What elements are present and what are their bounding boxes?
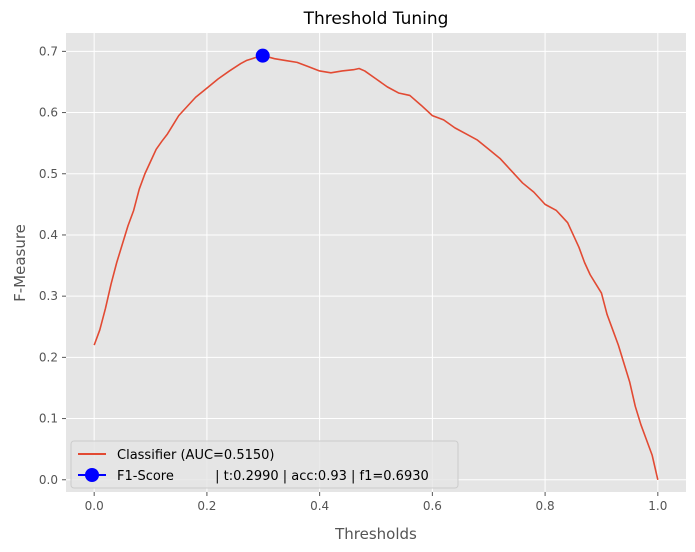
x-tick-label: 0.4 bbox=[310, 499, 329, 513]
y-tick-label: 0.7 bbox=[39, 44, 58, 58]
y-tick-label: 0.0 bbox=[39, 473, 58, 487]
grid-lines bbox=[66, 33, 686, 492]
x-tick-label: 0.0 bbox=[85, 499, 104, 513]
legend-label-classifier: Classifier (AUC=0.5150) bbox=[117, 448, 275, 463]
y-tick-label: 0.4 bbox=[39, 228, 58, 242]
series-line-classifier bbox=[93, 54, 659, 480]
x-axis-label: Thresholds bbox=[334, 525, 417, 543]
x-tick-label: 1.0 bbox=[648, 499, 667, 513]
x-tick-label: 0.6 bbox=[423, 499, 442, 513]
y-tick-label: 0.1 bbox=[39, 412, 58, 426]
x-tick-label: 0.2 bbox=[197, 499, 216, 513]
y-tick-label: 0.3 bbox=[39, 289, 58, 303]
legend-swatch-f1-marker bbox=[85, 468, 99, 482]
legend-box bbox=[70, 440, 459, 489]
plot-area bbox=[66, 33, 686, 492]
y-tick-label: 0.2 bbox=[39, 350, 58, 364]
x-axis-ticks: 0.0 0.2 0.4 0.6 0.8 1.0 bbox=[85, 492, 667, 513]
y-tick-label: 0.5 bbox=[39, 167, 58, 181]
best-threshold-point bbox=[255, 48, 270, 63]
x-tick-label: 0.8 bbox=[536, 499, 555, 513]
y-axis-ticks: 0.0 0.1 0.2 0.3 0.4 0.5 0.6 0.7 bbox=[39, 44, 66, 487]
y-tick-label: 0.6 bbox=[39, 106, 58, 120]
chart-title: Threshold Tuning bbox=[303, 9, 449, 29]
legend: Classifier (AUC=0.5150) F1-Score | t:0.2… bbox=[70, 440, 459, 489]
legend-label-f1: F1-Score | t:0.2990 | acc:0.93 | f1=0.69… bbox=[117, 469, 429, 484]
series-group bbox=[93, 48, 659, 480]
y-axis-label: F-Measure bbox=[11, 224, 29, 302]
